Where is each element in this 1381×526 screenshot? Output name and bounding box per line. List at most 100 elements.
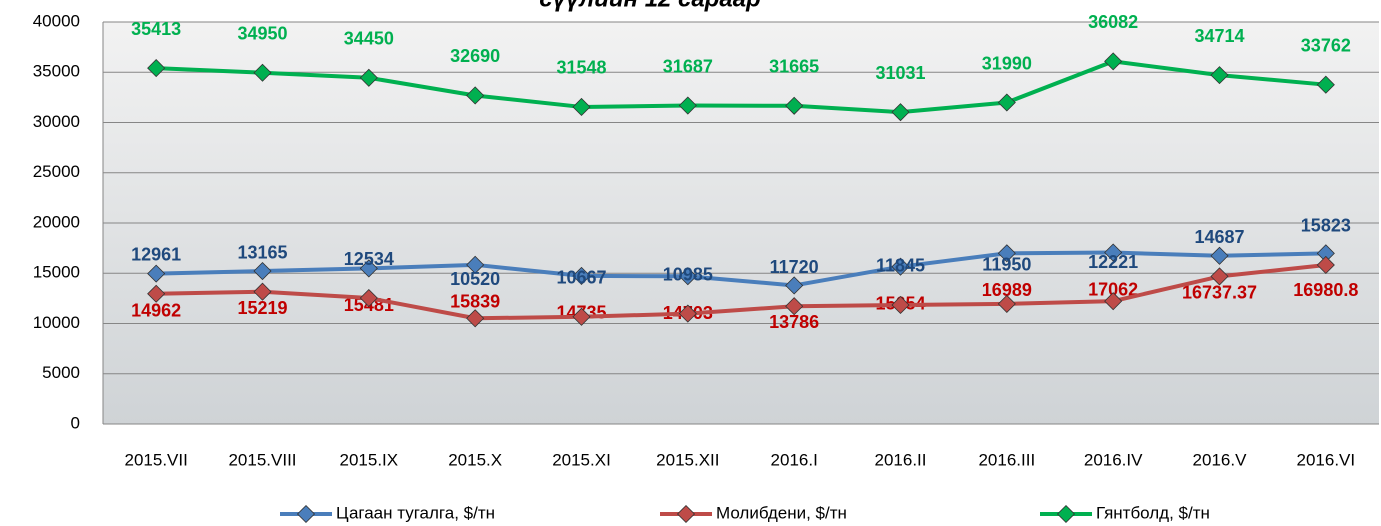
legend-label: Молибдени, $/тн xyxy=(716,503,847,522)
marker xyxy=(1210,267,1229,286)
y-tick-label: 5000 xyxy=(42,363,80,382)
series-line xyxy=(156,262,1327,321)
y-tick-label: 15000 xyxy=(33,263,80,282)
data-label: 31031 xyxy=(875,63,925,83)
x-tick-label: 2015.X xyxy=(448,450,502,469)
x-tick-label: 2015.VII xyxy=(125,450,188,469)
marker xyxy=(147,59,166,78)
marker xyxy=(1104,292,1123,311)
y-tick-label: 10000 xyxy=(33,313,80,332)
marker xyxy=(1210,66,1229,85)
data-label: 11720 xyxy=(770,257,819,277)
data-label: 12221 xyxy=(1088,252,1138,272)
marker xyxy=(572,266,591,285)
legend-marker xyxy=(296,504,316,524)
marker xyxy=(997,93,1016,112)
data-label: 12961 xyxy=(131,244,181,264)
data-label: 16737.37 xyxy=(1182,283,1257,303)
y-tick-label: 35000 xyxy=(33,62,80,81)
marker xyxy=(891,103,910,122)
data-label: 31687 xyxy=(663,56,713,76)
marker xyxy=(253,63,272,82)
x-tick-label: 2016.V xyxy=(1193,450,1248,469)
x-tick-label: 2016.III xyxy=(978,450,1035,469)
data-label: 15839 xyxy=(450,292,500,312)
data-label: 34450 xyxy=(344,29,394,49)
data-label: 15823 xyxy=(1301,216,1351,236)
series-line xyxy=(156,59,1327,115)
data-label: 11845 xyxy=(876,256,925,276)
y-tick-label: 25000 xyxy=(33,162,80,181)
y-tick-label: 20000 xyxy=(33,212,80,231)
data-label: 10985 xyxy=(663,264,713,284)
data-label: 15219 xyxy=(237,298,287,318)
marker xyxy=(1316,75,1335,94)
x-tick-label: 2016.IV xyxy=(1084,450,1143,469)
marker xyxy=(891,257,910,276)
marker xyxy=(253,282,272,301)
data-label: 16980.8 xyxy=(1293,280,1358,300)
data-label: 17062 xyxy=(1088,279,1138,299)
marker xyxy=(1210,246,1229,265)
series-line xyxy=(156,250,1326,288)
marker xyxy=(1316,244,1335,263)
marker xyxy=(1104,52,1123,71)
data-label: 11950 xyxy=(982,255,1031,275)
marker xyxy=(785,297,804,316)
legend-label: Цагаан тугалга, $/тн xyxy=(336,503,495,522)
marker xyxy=(1316,255,1335,275)
data-label: 31548 xyxy=(556,58,606,78)
y-tick-label: 40000 xyxy=(33,11,80,30)
chart-title: сүүлийн 12 сараар xyxy=(539,0,761,12)
marker xyxy=(891,295,910,315)
data-label: 14687 xyxy=(1194,227,1244,247)
data-label: 35413 xyxy=(131,19,181,39)
data-label: 36082 xyxy=(1088,12,1138,32)
x-tick-label: 2015.XII xyxy=(656,450,719,469)
marker xyxy=(1104,243,1123,262)
marker xyxy=(359,259,378,278)
marker xyxy=(997,294,1016,313)
x-tick-label: 2015.IX xyxy=(340,450,399,469)
legend-marker xyxy=(1056,504,1076,524)
marker xyxy=(785,276,804,295)
data-label: 13786 xyxy=(769,312,819,332)
marker xyxy=(466,86,485,105)
x-tick-label: 2016.I xyxy=(771,450,818,469)
marker xyxy=(572,307,591,326)
marker xyxy=(997,244,1016,263)
data-label: 14962 xyxy=(131,300,181,320)
marker xyxy=(678,267,697,286)
marker xyxy=(466,309,485,328)
data-label: 31665 xyxy=(769,57,819,77)
marker xyxy=(785,96,804,115)
marker xyxy=(572,97,591,116)
y-tick-label: 30000 xyxy=(33,112,80,131)
marker xyxy=(466,255,485,274)
x-tick-label: 2015.VIII xyxy=(228,450,296,469)
data-label: 33762 xyxy=(1301,35,1351,55)
marker xyxy=(147,284,166,303)
x-tick-label: 2016.VI xyxy=(1297,450,1356,469)
y-tick-label: 0 xyxy=(71,413,80,432)
data-label: 32690 xyxy=(450,46,500,66)
x-tick-label: 2015.XI xyxy=(552,450,611,469)
data-label: 10667 xyxy=(556,268,606,288)
marker xyxy=(253,261,272,281)
data-label: 12534 xyxy=(344,249,394,269)
data-label: 34714 xyxy=(1194,26,1244,46)
marker xyxy=(147,264,166,283)
marker xyxy=(359,68,378,87)
marker xyxy=(678,96,697,115)
legend-marker xyxy=(676,504,696,524)
data-label: 34950 xyxy=(237,24,287,44)
legend-label: Гянтболд, $/тн xyxy=(1096,503,1210,522)
x-tick-label: 2016.II xyxy=(875,450,927,469)
data-label: 10520 xyxy=(450,269,500,289)
marker xyxy=(359,288,378,308)
data-label: 31990 xyxy=(982,53,1032,73)
data-label: 13165 xyxy=(237,242,287,262)
data-label: 16989 xyxy=(982,280,1032,300)
marker xyxy=(678,304,697,323)
